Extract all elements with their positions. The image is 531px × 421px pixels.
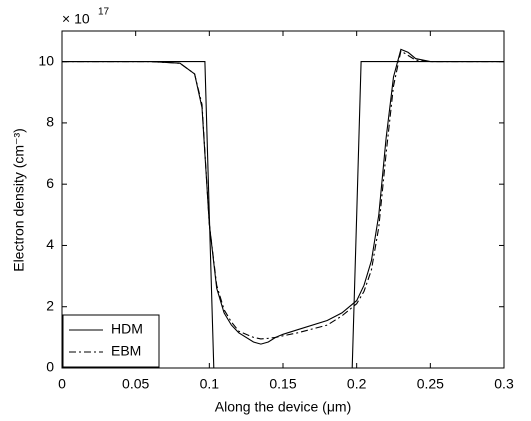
y-tick-label: 4 — [46, 236, 54, 252]
legend-box — [62, 314, 160, 368]
legend-label: EBM — [111, 343, 141, 359]
y-tick-label: 8 — [46, 114, 54, 130]
x-tick-label: 0.2 — [347, 376, 367, 392]
data-line — [62, 61, 504, 369]
legend-label: HDM — [111, 321, 143, 337]
y-multiplier-exponent: 17 — [98, 7, 110, 18]
y-tick-label: 6 — [46, 175, 54, 191]
y-tick-label: 2 — [46, 297, 54, 313]
y-tick-label: 0 — [46, 359, 54, 375]
x-tick-label: 0.3 — [494, 376, 514, 392]
x-tick-label: 0.1 — [200, 376, 220, 392]
x-tick-label: 0.05 — [122, 376, 149, 392]
data-line — [62, 50, 504, 340]
x-tick-label: 0.25 — [417, 376, 444, 392]
y-axis-label: Electron density (cm⁻³) — [11, 128, 27, 272]
x-tick-label: 0 — [58, 376, 66, 392]
data-line — [62, 48, 504, 345]
y-multiplier: × 10 — [62, 11, 90, 27]
x-axis-label: Along the device (μm) — [215, 399, 351, 415]
y-tick-label: 10 — [38, 52, 54, 68]
x-tick-label: 0.15 — [269, 376, 296, 392]
